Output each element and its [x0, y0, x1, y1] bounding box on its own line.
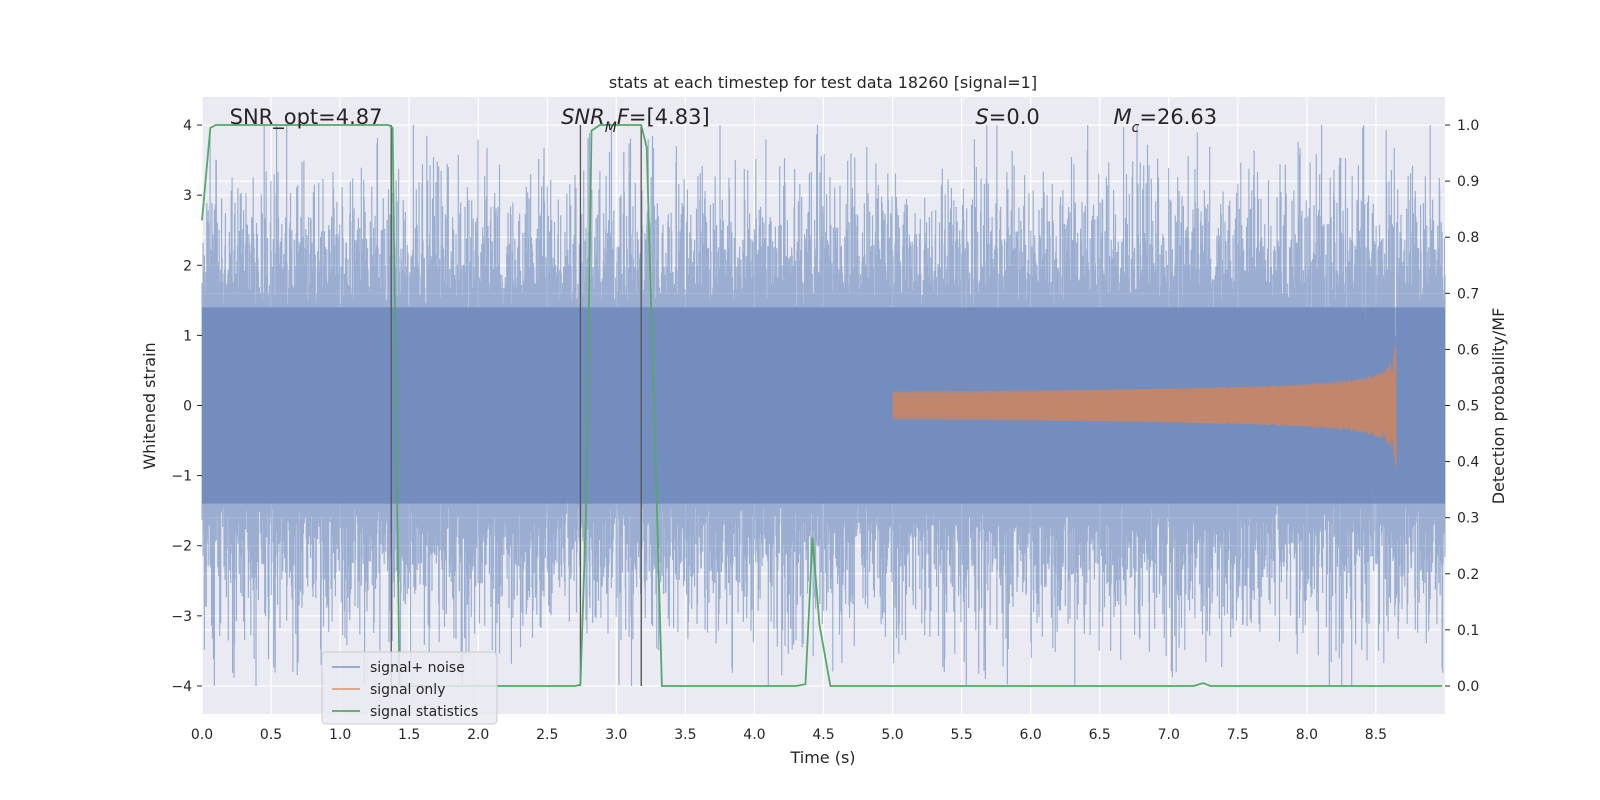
- x-tick-label: 3.0: [605, 727, 627, 743]
- x-tick-label: 4.0: [743, 727, 765, 743]
- y-right-tick-label: 0.8: [1457, 230, 1479, 246]
- y-right-tick-label: 0.4: [1457, 455, 1479, 471]
- annotation-s: S=0.0: [975, 105, 1039, 129]
- x-tick-label: 6.5: [1089, 727, 1111, 743]
- x-tick-label: 0.0: [191, 727, 213, 743]
- y-right-tick-label: 0.5: [1457, 399, 1479, 415]
- series-signal-only: [892, 346, 1397, 466]
- legend-label: signal statistics: [370, 704, 478, 720]
- y-right-tick-label: 1.0: [1457, 118, 1479, 134]
- y-tick-label: 0: [183, 399, 192, 415]
- x-axis-label: Time (s): [789, 748, 855, 767]
- x-tick-label: 5.0: [881, 727, 903, 743]
- y-tick-label: 2: [183, 258, 192, 274]
- annotations: SNR_opt=4.87 SNRMF=[4.83] S=0.0 Mc=26.63: [230, 105, 1217, 136]
- x-tick-label: 0.5: [260, 727, 282, 743]
- y-right-tick-labels: 0.0 0.1 0.2 0.3 0.4 0.5 0.6 0.7 0.8 0.9 1.0: [1445, 118, 1479, 695]
- y-tick-label: −4: [171, 679, 192, 695]
- legend-box: [321, 651, 498, 725]
- y-tick-label: −3: [171, 609, 192, 625]
- x-tick-label: 7.5: [1227, 727, 1249, 743]
- x-tick-label: 5.5: [950, 727, 972, 743]
- vertical-markers: [390, 125, 642, 686]
- y-right-tick-label: 0.6: [1457, 342, 1479, 358]
- annotation-mc: Mc=26.63: [1114, 105, 1218, 136]
- y-right-tick-label: 0.2: [1457, 567, 1479, 583]
- y-right-axis-label: Detection probability/MF: [1489, 308, 1508, 505]
- legend: signal+ noise signal only signal statistic…: [321, 651, 498, 725]
- x-tick-labels: 0.0 0.5 1.0 1.5 2.0 2.5 3.0 3.5 4.0 4.5 5.0 5.5 6.0 6…: [191, 727, 1387, 743]
- y-right-tick-label: 0.1: [1457, 623, 1479, 639]
- y-right-tick-label: 0.3: [1457, 511, 1479, 527]
- x-tick-label: 1.0: [329, 727, 351, 743]
- series-signal-statistics: [201, 124, 1443, 687]
- x-tick-label: 6.0: [1020, 727, 1042, 743]
- y-right-tick-label: 0.7: [1457, 286, 1479, 302]
- x-tick-label: 4.5: [812, 727, 834, 743]
- signal-only-trace: [892, 346, 1397, 466]
- y-tick-label: 4: [183, 118, 192, 134]
- annotation-snr-opt: SNR_opt=4.87: [230, 105, 383, 130]
- x-tick-label: 1.5: [398, 727, 420, 743]
- legend-label: signal only: [370, 682, 445, 698]
- legend-label: signal+ noise: [370, 660, 465, 676]
- x-tick-label: 8.5: [1365, 727, 1387, 743]
- y-tick-label: −2: [171, 539, 192, 555]
- y-tick-label: 1: [183, 328, 192, 344]
- x-tick-label: 2.0: [467, 727, 489, 743]
- x-tick-label: 8.0: [1296, 727, 1318, 743]
- chart-title: stats at each timestep for test data 182…: [609, 73, 1037, 92]
- y-axis-label: Whitened strain: [140, 342, 159, 469]
- y-right-tick-label: 0.0: [1457, 679, 1479, 695]
- x-tick-label: 3.5: [674, 727, 696, 743]
- y-tick-labels: −4 −3 −2 −1 0 1 2 3 4: [171, 118, 202, 695]
- x-tick-label: 7.0: [1158, 727, 1180, 743]
- x-tick-label: 2.5: [536, 727, 558, 743]
- signal-statistics-line: [201, 124, 1443, 687]
- y-tick-label: −1: [171, 469, 192, 485]
- annotation-snr-mf: SNRMF=[4.83]: [561, 105, 710, 136]
- y-tick-label: 3: [183, 188, 192, 204]
- y-right-tick-label: 0.9: [1457, 174, 1479, 190]
